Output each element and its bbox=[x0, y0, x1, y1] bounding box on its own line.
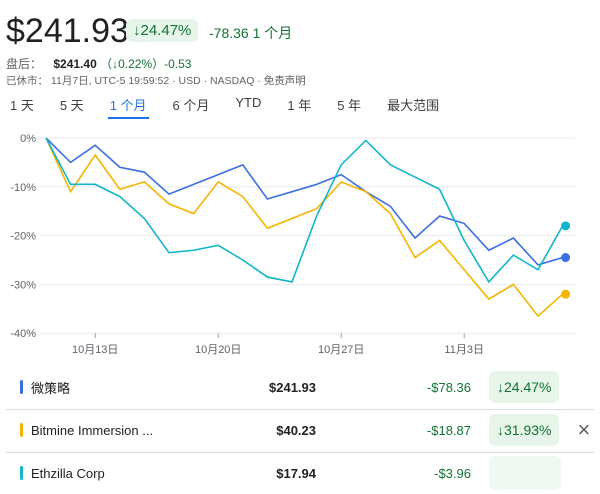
series-end-dot bbox=[561, 289, 571, 299]
y-tick-label: 0% bbox=[20, 133, 36, 145]
tab-range[interactable]: 5 年 bbox=[337, 98, 362, 113]
stock-pct-badge: ↓31.93% bbox=[489, 414, 560, 446]
after-hours-price: $241.40 bbox=[53, 57, 97, 71]
y-tick-label: -10% bbox=[10, 182, 36, 194]
series-end-dot bbox=[561, 221, 571, 231]
current-price: $241.93 bbox=[6, 12, 129, 50]
x-tick-label: 11月3日 bbox=[444, 344, 484, 356]
series-color-marker bbox=[20, 466, 23, 480]
stock-name: 微策略 bbox=[31, 380, 71, 396]
x-tick-label: 10月27日 bbox=[318, 344, 364, 356]
stock-price: $241.93 bbox=[269, 379, 316, 395]
stock-price: $40.23 bbox=[276, 422, 316, 438]
range-tabs: 1 天 5 天 1 个月 6 个月 YTD 1 年 5 年 最大范围 bbox=[0, 95, 455, 119]
stock-change: -$3.96 bbox=[434, 465, 471, 481]
divider bbox=[6, 452, 594, 453]
tab-range[interactable]: 1 天 bbox=[10, 98, 34, 113]
stock-change: -$78.36 bbox=[426, 379, 471, 395]
period-label: 1 个月 bbox=[252, 25, 293, 41]
divider bbox=[6, 409, 594, 410]
close-icon[interactable]: × bbox=[577, 417, 591, 442]
comparison-row[interactable]: Bitmine Immersion ... $40.23 -$18.87 ↓31… bbox=[6, 409, 594, 451]
series-line bbox=[45, 137, 564, 284]
series-line bbox=[45, 137, 563, 266]
abs-change: -78.36 1 个月 bbox=[209, 23, 292, 43]
comparison-chart[interactable]: 0% -10% -20% -30% -40% 10月13日 10月20日 10月27日 11月3… bbox=[0, 125, 600, 365]
after-hours-label: 盘后： bbox=[6, 57, 43, 71]
stock-name: Ethzilla Corp bbox=[31, 465, 105, 481]
series-color-marker bbox=[20, 380, 23, 394]
comparison-row[interactable]: Ethzilla Corp $17.94 -$3.96 bbox=[6, 452, 594, 494]
tab-range[interactable]: 6 个月 bbox=[172, 98, 210, 113]
market-status: 已休市： 11月7日, UTC-5 19:59:52 · USD · NASDA… bbox=[6, 75, 306, 87]
stock-name: Bitmine Immersion ... bbox=[31, 422, 154, 438]
stock-pct-badge: ↓24.47% bbox=[489, 371, 560, 403]
series-end-dot bbox=[561, 253, 571, 263]
pct-change-badge: ↓24.47% bbox=[126, 19, 199, 42]
abs-change-value: -78.36 bbox=[209, 25, 249, 41]
y-tick-label: -20% bbox=[10, 231, 36, 243]
y-tick-label: -30% bbox=[10, 279, 36, 291]
stock-pct-badge bbox=[489, 456, 561, 490]
tab-range[interactable]: 1 年 bbox=[287, 98, 312, 113]
series-color-marker bbox=[20, 423, 23, 437]
stock-price: $17.94 bbox=[276, 465, 316, 481]
x-tick-label: 10月20日 bbox=[195, 344, 241, 356]
tab-range[interactable]: 1 个月 bbox=[100, 95, 157, 119]
tab-range[interactable]: YTD bbox=[235, 95, 262, 110]
y-tick-label: -40% bbox=[10, 328, 36, 340]
after-hours-change: （↓0.22%）-0.53 bbox=[100, 57, 192, 71]
x-tick-label: 10月13日 bbox=[72, 344, 118, 356]
after-hours: 盘后： $241.40 （↓0.22%）-0.53 bbox=[6, 55, 191, 72]
comparison-row[interactable]: 微策略 $241.93 -$78.36 ↓24.47% bbox=[6, 366, 594, 408]
tab-range[interactable]: 最大范围 bbox=[387, 98, 440, 113]
stock-change: -$18.87 bbox=[426, 422, 471, 438]
tab-range[interactable]: 5 天 bbox=[59, 98, 84, 113]
series-line bbox=[45, 137, 564, 318]
